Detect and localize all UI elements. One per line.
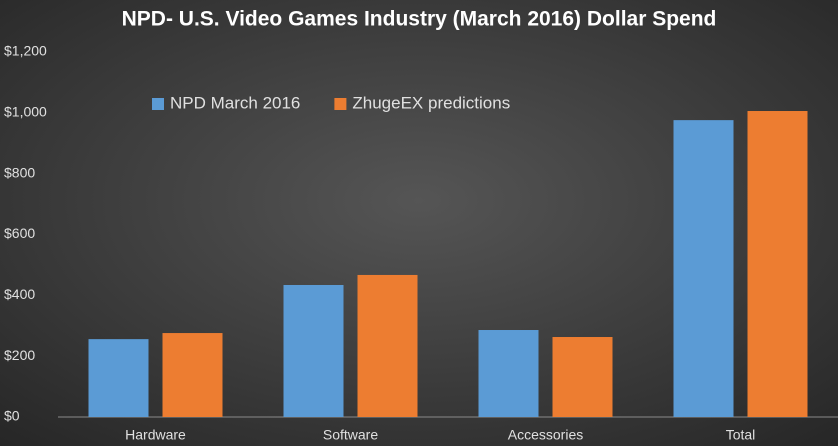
x-tick-label: Software — [323, 427, 378, 443]
legend-swatch — [334, 98, 347, 110]
y-tick-label: $800 — [4, 164, 35, 180]
y-tick-label: $0 — [4, 408, 20, 424]
x-tick-label: Total — [726, 427, 756, 443]
legend-swatch — [152, 98, 164, 110]
chart-title: NPD- U.S. Video Games Industry (March 20… — [122, 8, 717, 31]
bar — [162, 333, 223, 417]
x-tick-label: Accessories — [508, 427, 583, 443]
legend-label: ZhugeEX predictions — [352, 93, 510, 112]
bar — [747, 111, 808, 417]
bar — [88, 339, 149, 417]
legend-label: NPD March 2016 — [170, 93, 300, 112]
x-tick-label: Hardware — [125, 427, 186, 443]
y-tick-label: $200 — [4, 347, 35, 363]
y-tick-label: $400 — [4, 286, 35, 302]
y-tick-label: $1,200 — [4, 43, 47, 59]
y-tick-label: $600 — [4, 225, 35, 241]
y-tick-label: $1,000 — [4, 104, 47, 120]
bar — [478, 330, 539, 417]
bar — [283, 284, 344, 417]
bar — [357, 274, 418, 417]
bar — [673, 120, 734, 417]
bar — [552, 337, 613, 417]
